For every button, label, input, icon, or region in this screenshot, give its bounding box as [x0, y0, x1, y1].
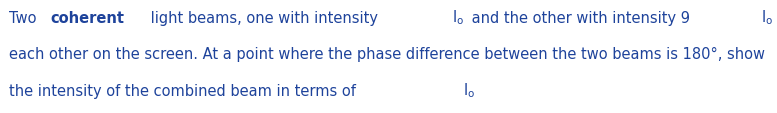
Text: $\mathregular{I_o}$: $\mathregular{I_o}$	[451, 9, 464, 27]
Text: $\mathregular{I_o}$: $\mathregular{I_o}$	[463, 81, 475, 100]
Text: light beams, one with intensity: light beams, one with intensity	[146, 11, 383, 26]
Text: the intensity of the combined beam in terms of: the intensity of the combined beam in te…	[9, 83, 361, 98]
Text: each other on the screen. At a point where the phase difference between the two : each other on the screen. At a point whe…	[9, 47, 765, 62]
Text: Two: Two	[9, 11, 41, 26]
Text: coherent: coherent	[51, 11, 125, 26]
Text: and the other with intensity 9: and the other with intensity 9	[467, 11, 695, 26]
Text: $\mathregular{I_o}$: $\mathregular{I_o}$	[761, 9, 773, 27]
